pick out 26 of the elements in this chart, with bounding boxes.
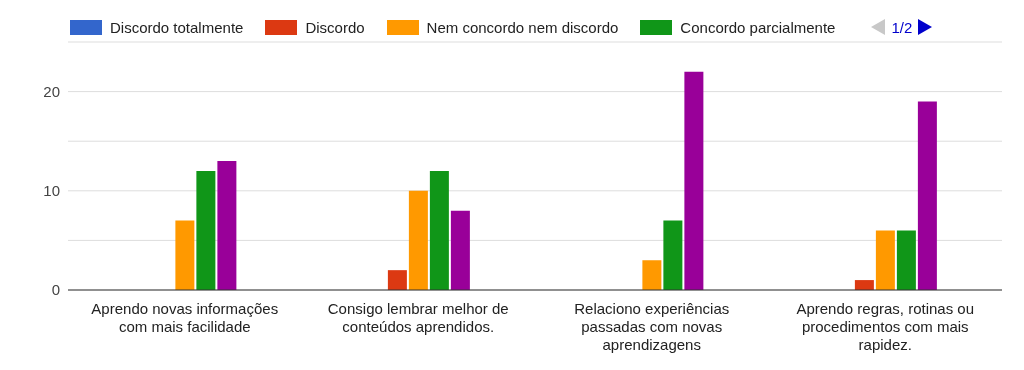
bar xyxy=(408,190,428,290)
bar xyxy=(642,260,662,290)
y-tick-label: 10 xyxy=(43,182,60,200)
text: 1/2 xyxy=(891,18,913,36)
x-tick-label: Aprendo novas informações com mais facilidade xyxy=(91,300,279,335)
bar xyxy=(175,220,195,290)
legend-label: Discordo totalmente xyxy=(110,18,244,36)
bar xyxy=(450,210,470,290)
bar xyxy=(917,101,937,290)
x-tick-label: Aprendo regras, rotinas ou procedimentos com mais rapidez. xyxy=(796,300,975,353)
bar xyxy=(854,280,874,290)
bar xyxy=(663,220,683,290)
legend-label: Concordo parcialmente xyxy=(680,18,836,36)
bar xyxy=(684,71,704,290)
y-tick-label: 0 xyxy=(51,281,60,299)
bar xyxy=(387,270,407,290)
bar xyxy=(896,230,916,290)
legend-label: Discordo xyxy=(305,18,365,36)
bar xyxy=(217,161,237,290)
y-tick-label: 20 xyxy=(43,82,60,100)
legend-label: Nem concordo nem discordo xyxy=(426,18,619,36)
x-tick-label: Consigo lembrar melhor de conteúdos aprendidos. xyxy=(327,300,509,335)
bar xyxy=(196,170,216,290)
bar xyxy=(875,230,895,290)
x-tick-label: Relaciono experiências passadas com novas aprendizagens xyxy=(574,300,730,353)
bar xyxy=(429,170,449,290)
